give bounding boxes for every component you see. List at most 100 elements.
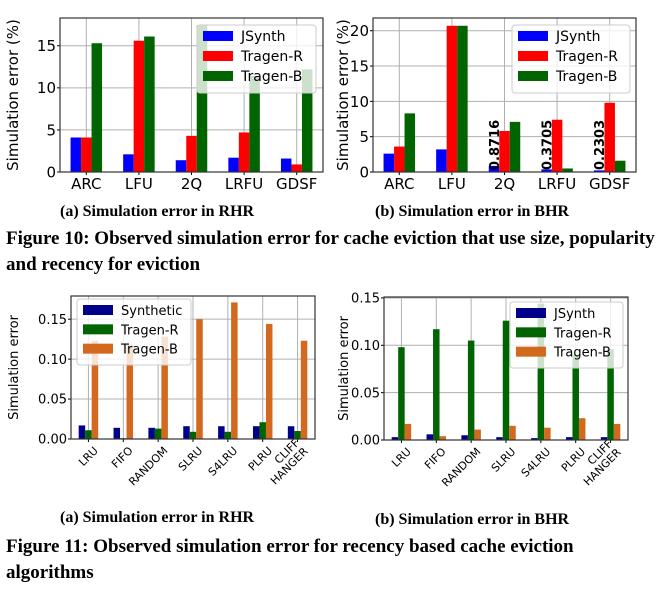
y-tick-label: 20: [350, 22, 369, 40]
bar-tragen-b: [265, 323, 273, 439]
bar-jsynth: [541, 169, 552, 172]
x-tick-label: LFU: [438, 175, 466, 193]
x-tick-label: SLRU: [176, 444, 206, 474]
bar-tragen-b: [578, 418, 586, 440]
bar-tragen-r: [607, 349, 614, 440]
bar-synthetic: [287, 426, 295, 439]
bar-tragen-r: [551, 119, 563, 172]
bar-tragen-r: [238, 132, 250, 172]
bar-tragen-b: [439, 436, 447, 440]
legend-swatch: [518, 51, 548, 61]
bar-jsynth: [383, 153, 395, 172]
bar-jsynth: [280, 158, 292, 172]
bar-jsynth: [70, 137, 82, 172]
fig10-caption: Figure 10: Observed simulation error for…: [6, 228, 655, 275]
bar-tragen-b: [562, 168, 573, 172]
bar-tragen-b: [91, 340, 99, 439]
x-tick-label: CLIFFHANGER: [573, 437, 624, 488]
bar-jsynth: [123, 154, 134, 172]
x-tick-label: FIFO: [422, 445, 449, 472]
y-axis-label: Simulation error: [7, 314, 22, 420]
chart-fig10b-bhr: 0 5 10 15 20 0.8716 0.3705 0.2303 ARC LFU 2Q LRFU GD…: [334, 17, 637, 193]
bar-synthetic: [218, 426, 225, 439]
fig10-subcaption-a: (a) Simulation error in RHR: [60, 203, 255, 220]
x-tick-label-line: FIFO: [422, 445, 449, 472]
bar-tragen-b: [126, 344, 134, 439]
bar-jsynth: [600, 437, 608, 440]
bar-tragen-b: [91, 43, 103, 172]
legend-label: JSynth: [240, 29, 286, 45]
legend-label: JSynth: [555, 29, 601, 45]
bar-tragen-r: [224, 431, 232, 439]
legend-swatch: [83, 305, 113, 315]
y-tick-label: 0.15: [351, 292, 380, 307]
legend-label: Tragen-B: [555, 69, 617, 85]
bar-tragen-r: [154, 428, 162, 439]
bar-tragen-r: [294, 431, 301, 439]
x-tick-label-line: PLRU: [246, 444, 275, 473]
legend-swatch: [516, 346, 546, 357]
y-tick-label: 10: [350, 93, 369, 111]
bar-tragen-r: [537, 303, 545, 440]
legend-label: Tragen-B: [240, 69, 302, 85]
legend-swatch: [518, 31, 548, 41]
bar-jsynth: [436, 149, 447, 172]
bar-tragen-b: [144, 36, 155, 173]
bar-tragen-r: [394, 146, 405, 172]
bar-tragen-r: [467, 340, 475, 440]
legend-swatch: [83, 324, 113, 335]
bar-jsynth: [461, 435, 468, 440]
bar-tragen-r: [133, 40, 145, 172]
fig10-subcaption-b: (b) Simulation error in BHR: [375, 203, 570, 220]
bar-tragen-b: [300, 340, 308, 439]
x-tick-label-line: LRU: [389, 445, 414, 470]
x-tick-label: ARC: [384, 175, 414, 193]
bar-jsynth: [228, 157, 239, 172]
x-tick-label: LRFU: [225, 175, 263, 193]
bar-tragen-b: [544, 427, 551, 440]
bar-tragen-b: [196, 319, 203, 439]
bar-synthetic: [183, 426, 190, 439]
x-tick-label: 2Q: [181, 175, 202, 193]
y-tick-label: 10: [37, 79, 56, 97]
x-tick-label: S4LRU: [519, 445, 554, 480]
fig11-subcaption-a: (a) Simulation error in RHR: [60, 509, 255, 526]
plot-frame: [372, 17, 637, 173]
y-tick-label: 0.00: [351, 434, 380, 449]
x-tick-label: PLRU: [246, 444, 275, 473]
bar-tragen-r: [604, 102, 615, 172]
y-tick-label: 15: [350, 57, 369, 75]
value-annotation: 0.2303: [593, 120, 608, 170]
legend-label: Tragen-R: [120, 323, 179, 338]
bar-jsynth: [565, 437, 573, 440]
x-tick-label: CLIFFHANGER: [260, 436, 311, 487]
bar-jsynth: [593, 170, 605, 172]
y-tick-label: 0.05: [351, 386, 380, 401]
x-tick-label: LRFU: [538, 175, 576, 193]
legend-label: Tragen-B: [120, 343, 178, 358]
x-tick-label: SLRU: [489, 445, 519, 475]
y-axis-label: Simulation error (%): [4, 19, 22, 171]
bar-tragen-b: [509, 425, 516, 440]
legend-label: JSynth: [553, 307, 595, 322]
bar-synthetic: [252, 426, 260, 439]
y-axis-label: Simulation error (%): [334, 19, 352, 171]
legend-label: Synthetic: [121, 304, 182, 319]
x-tick-label: LRU: [76, 444, 101, 469]
bar-tragen-b: [614, 160, 626, 172]
bar-tragen-b: [231, 302, 238, 439]
x-tick-label-line: SLRU: [489, 445, 519, 475]
plot-frame: [383, 296, 629, 441]
x-tick-label: FIFO: [109, 444, 136, 471]
legend-swatch: [203, 31, 233, 41]
x-tick-label-line: S4LRU: [206, 444, 241, 479]
bar-tragen-r: [291, 164, 302, 172]
bar-tragen-r: [446, 25, 458, 172]
value-annotation: 0.8716: [488, 120, 503, 170]
y-tick-label: 5: [46, 121, 56, 139]
y-tick-label: 0.00: [38, 433, 67, 448]
bar-jsynth: [488, 165, 500, 172]
x-tick-label-line: PLRU: [559, 445, 588, 474]
x-tick-label-line: S4LRU: [519, 445, 554, 480]
